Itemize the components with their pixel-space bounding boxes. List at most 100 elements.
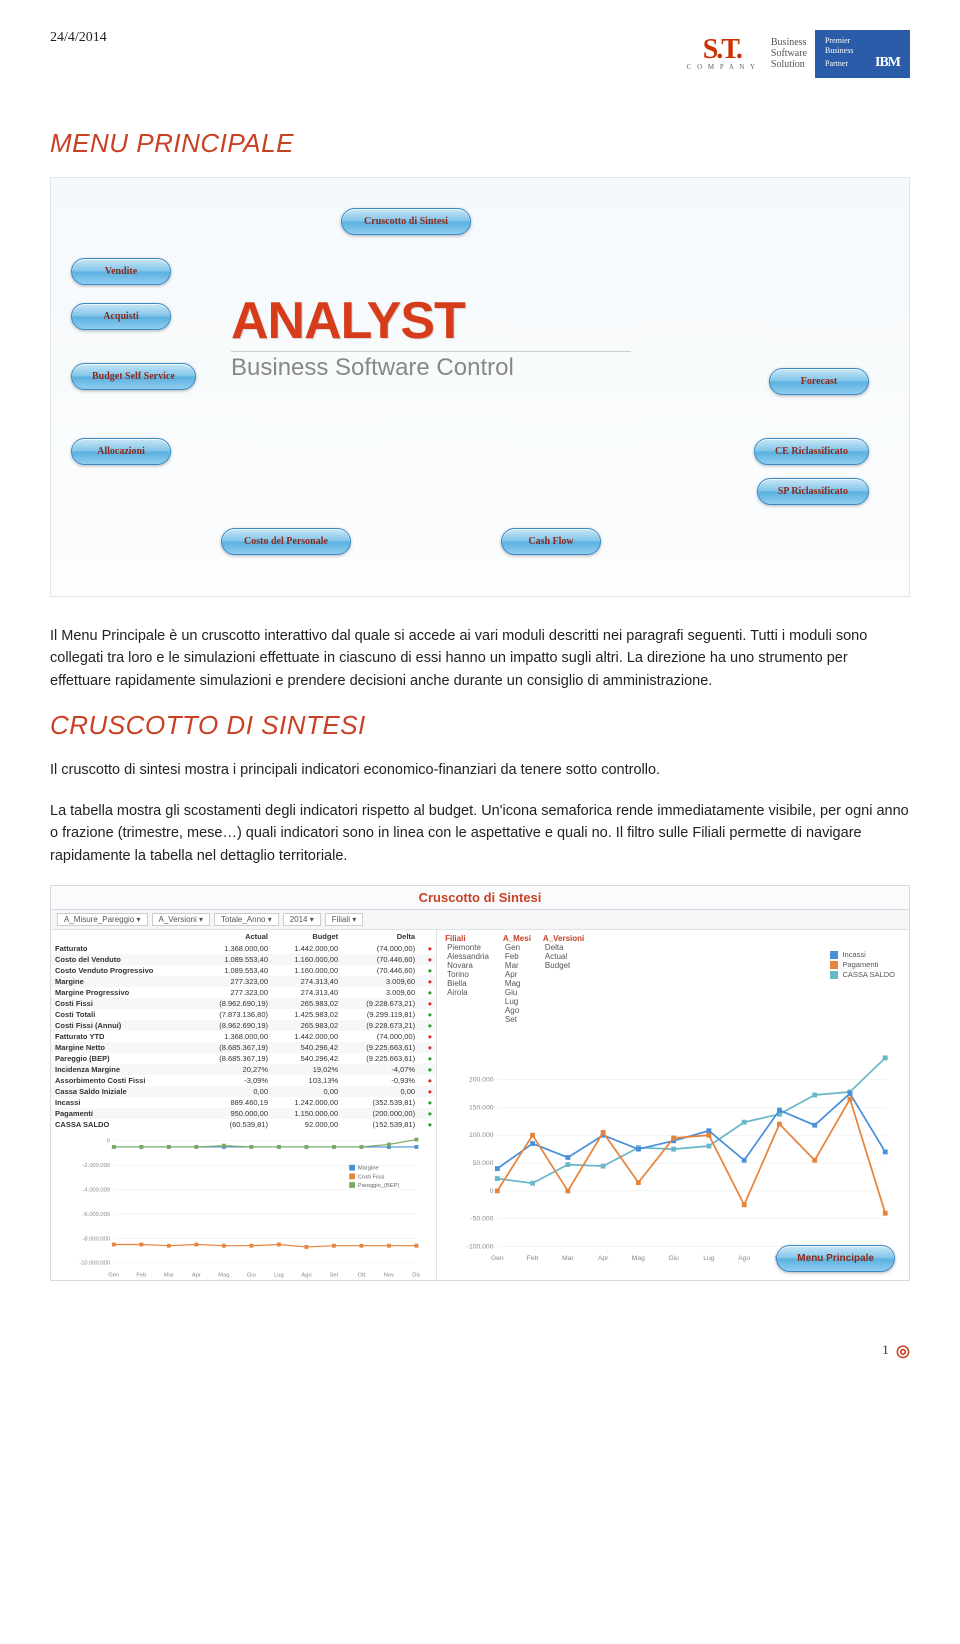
table-row: Costo del Venduto1.089.553,401.160.000,0…	[51, 954, 436, 965]
page-header: 24/4/2014 S.T. C O M P A N Y Business So…	[50, 30, 910, 78]
filter-item[interactable]: Gen	[503, 943, 531, 952]
semaphore-icon: ●	[419, 943, 436, 954]
table-row: Margine277.323,00274.313,403.009,60●	[51, 976, 436, 987]
semaphore-icon: ●	[419, 1075, 436, 1086]
filter-item[interactable]: Actual	[543, 952, 584, 961]
filter-item[interactable]: Apr	[503, 970, 531, 979]
svg-text:0: 0	[490, 1188, 494, 1195]
main-chart-legend: IncassiPagamentiCASSA SALDO	[830, 950, 895, 980]
filter-item[interactable]: Giu	[503, 988, 531, 997]
table-header	[51, 930, 195, 943]
menu-principale-button[interactable]: Menu Principale	[776, 1245, 895, 1272]
svg-text:Feb: Feb	[136, 1273, 146, 1279]
filter-item[interactable]: Set	[503, 1015, 531, 1024]
svg-text:-50.000: -50.000	[471, 1216, 494, 1223]
toolbar-dropdown[interactable]: 2014 ▾	[283, 913, 321, 926]
filter-item[interactable]: Piemonte	[445, 943, 491, 952]
toolbar-dropdown[interactable]: A_Misure_Pareggio ▾	[57, 913, 148, 926]
svg-text:Giu: Giu	[247, 1273, 256, 1279]
semaphore-icon: ●	[419, 976, 436, 987]
analyst-logo: ANALYST Business Software Control	[231, 298, 631, 382]
filter-item[interactable]: Budget	[543, 961, 584, 970]
budget-self-button[interactable]: Budget Self Service	[71, 363, 196, 390]
legend-item: Pagamenti	[830, 960, 895, 969]
svg-text:Apr: Apr	[598, 1255, 609, 1262]
toolbar-dropdown[interactable]: Filiali ▾	[325, 913, 363, 926]
table-row: Costi Totali(7.873.136,80)1.425.983,02(9…	[51, 1009, 436, 1020]
ibm-partner-logo: Premier Business Partner IBM	[815, 30, 910, 78]
main-chart: 200.000150.000100.00050.0000-50.000-100.…	[437, 1028, 909, 1278]
acquisti-button[interactable]: Acquisti	[71, 303, 171, 330]
svg-text:-100.000: -100.000	[467, 1244, 494, 1251]
table-row: Costi Fissi (Annui)(8.962.690,19)265.983…	[51, 1020, 436, 1031]
svg-text:50.000: 50.000	[473, 1160, 494, 1167]
svg-text:-10.000.000: -10.000.000	[79, 1261, 110, 1267]
section-title-cruscotto: CRUSCOTTO DI SINTESI	[50, 710, 910, 741]
svg-text:Margine: Margine	[358, 1166, 379, 1172]
filter-item[interactable]: Biella	[445, 979, 491, 988]
filter-item[interactable]: Alessandria	[445, 952, 491, 961]
svg-text:Giu: Giu	[668, 1255, 679, 1262]
svg-text:Lug: Lug	[274, 1273, 284, 1279]
svg-text:Set: Set	[330, 1273, 339, 1279]
svg-text:Feb: Feb	[527, 1255, 539, 1262]
svg-text:-8.000.000: -8.000.000	[82, 1237, 110, 1243]
svg-text:Mar: Mar	[562, 1255, 574, 1262]
svg-text:0: 0	[107, 1139, 110, 1145]
kpi-table: ActualBudgetDelta Fatturato1.368.000,001…	[51, 930, 436, 1130]
table-header: Delta	[342, 930, 419, 943]
section-title-menu: MENU PRINCIPALE	[50, 128, 910, 159]
filter-item[interactable]: Mag	[503, 979, 531, 988]
sp-ricl-button[interactable]: SP Riclassificato	[757, 478, 869, 505]
semaphore-icon: ●	[419, 1053, 436, 1064]
dashboard-toolbar: A_Misure_Pareggio ▾ A_Versioni ▾ Totale_An…	[51, 910, 909, 930]
toolbar-dropdown[interactable]: Totale_Anno ▾	[214, 913, 279, 926]
filter-item[interactable]: Torino	[445, 970, 491, 979]
ce-ricl-button[interactable]: CE Riclassificato	[754, 438, 869, 465]
forecast-button[interactable]: Forecast	[769, 368, 869, 395]
svg-text:150.000: 150.000	[469, 1105, 494, 1112]
svg-text:Ago: Ago	[301, 1273, 311, 1279]
filter-item[interactable]: Lug	[503, 997, 531, 1006]
svg-text:Gen: Gen	[108, 1273, 119, 1279]
semaphore-icon: ●	[419, 1009, 436, 1020]
table-row: Costo Venduto Progressivo1.089.553,401.1…	[51, 965, 436, 976]
filter-item[interactable]: Delta	[543, 943, 584, 952]
semaphore-icon: ●	[419, 998, 436, 1009]
costo-personale-button[interactable]: Costo del Personale	[221, 528, 351, 555]
page-footer: 1 ◎	[0, 1321, 960, 1381]
legend-item: CASSA SALDO	[830, 970, 895, 979]
vendite-button[interactable]: Vendite	[71, 258, 171, 285]
svg-text:Nov: Nov	[384, 1273, 394, 1279]
filter-item[interactable]: Airola	[445, 988, 491, 997]
svg-text:-6.000.000: -6.000.000	[82, 1212, 110, 1218]
semaphore-icon: ●	[419, 1108, 436, 1119]
svg-text:Mag: Mag	[218, 1273, 229, 1279]
svg-text:Costi Fissi: Costi Fissi	[358, 1175, 385, 1181]
table-header: Actual	[195, 930, 272, 943]
filter-item[interactable]: Novara	[445, 961, 491, 970]
filter-item[interactable]: Feb	[503, 952, 531, 961]
table-row: Fatturato1.368.000,001.442.000,00(74.000…	[51, 943, 436, 954]
table-row: Margine Progressivo277.323,00274.313,403…	[51, 987, 436, 998]
filter-item[interactable]: Mar	[503, 961, 531, 970]
table-row: Incassi889.460,191.242.000,00(352.539,81…	[51, 1097, 436, 1108]
table-row: Margine Netto(8.685.367,19)540.296,42(9.…	[51, 1042, 436, 1053]
table-row: CASSA SALDO(60.539,81)92.000,00(152.539,…	[51, 1119, 436, 1130]
svg-text:200.000: 200.000	[469, 1077, 494, 1084]
cruscotto-button[interactable]: Cruscotto di Sintesi	[341, 208, 471, 235]
svg-text:Pareggio_(BEP): Pareggio_(BEP)	[358, 1183, 400, 1189]
cashflow-button[interactable]: Cash Flow	[501, 528, 601, 555]
filter-item[interactable]: Ago	[503, 1006, 531, 1015]
table-row: Assorbimento Costi Fissi-3,09%103,13%-0,…	[51, 1075, 436, 1086]
semaphore-icon: ●	[419, 1119, 436, 1130]
svg-text:Lug: Lug	[703, 1255, 715, 1262]
footer-mark-icon: ◎	[896, 1341, 910, 1361]
cruscotto-para2: La tabella mostra gli scostamenti degli …	[50, 800, 910, 867]
svg-text:-4.000.000: -4.000.000	[82, 1188, 110, 1194]
semaphore-icon: ●	[419, 1064, 436, 1075]
dashboard-title: Cruscotto di Sintesi	[51, 886, 909, 910]
toolbar-dropdown[interactable]: A_Versioni ▾	[152, 913, 210, 926]
table-row: Incidenza Margine20,27%19,02%-4,07%●	[51, 1064, 436, 1075]
allocazioni-button[interactable]: Allocazioni	[71, 438, 171, 465]
